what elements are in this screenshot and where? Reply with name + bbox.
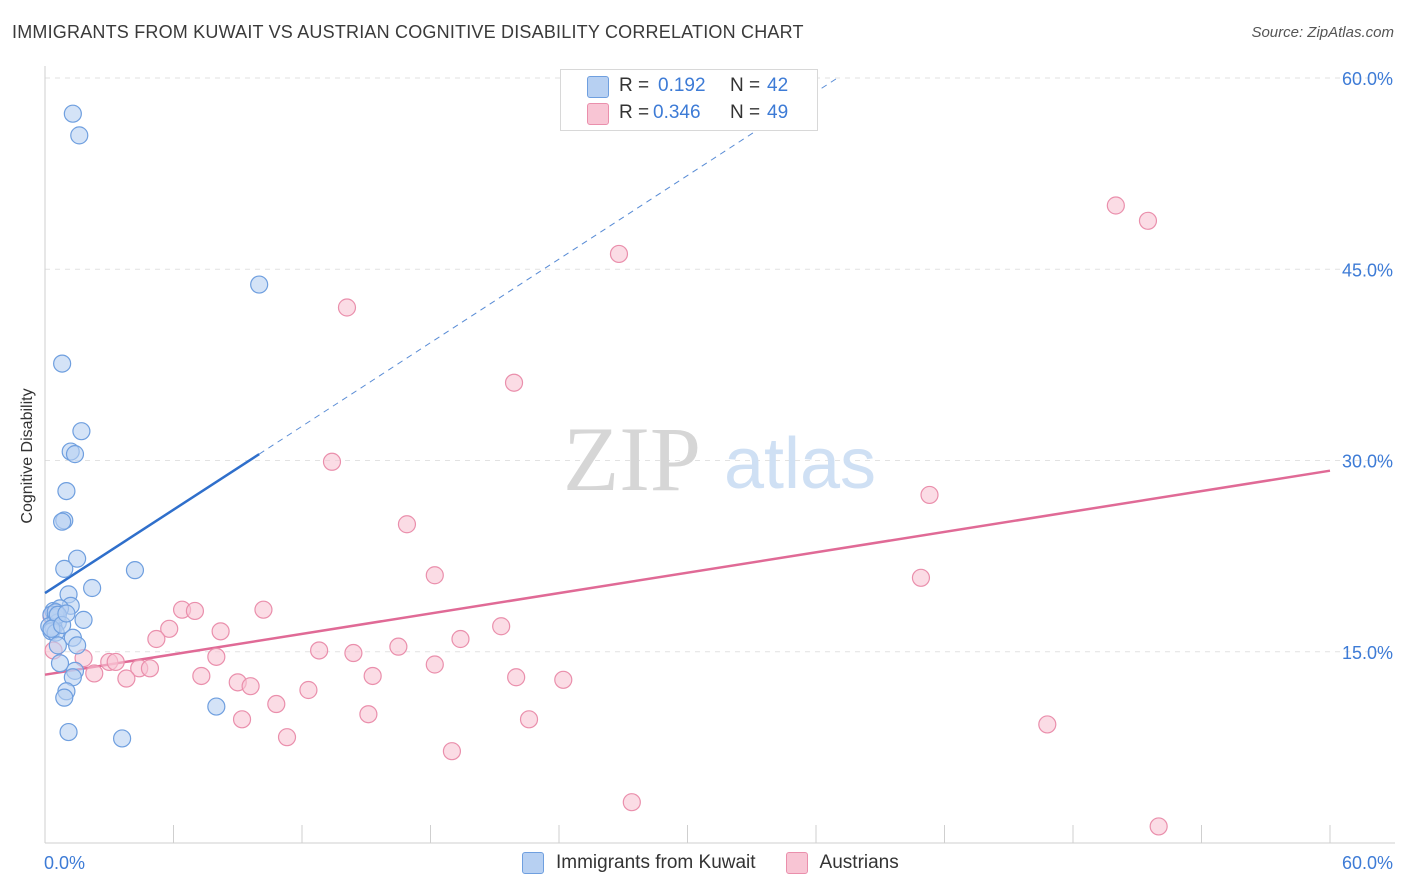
austrian-point — [1138, 211, 1158, 230]
austrian-point — [185, 601, 205, 621]
kuwait-trend-line — [44, 453, 260, 595]
austrian-point — [451, 629, 470, 649]
kuwait-point — [74, 610, 93, 629]
austrian-point — [267, 694, 286, 714]
watermark: ZIP atlas — [563, 408, 876, 510]
austrian-point — [920, 485, 939, 505]
austrian-point — [232, 710, 252, 729]
austrian-point — [322, 452, 342, 471]
austrian-point — [147, 629, 166, 649]
austrian-trend-line — [44, 469, 1331, 676]
stats-r-value-1: 0.192 — [658, 75, 706, 96]
kuwait-point — [63, 104, 82, 123]
trend-lines — [44, 77, 1331, 676]
austrian-point — [425, 566, 444, 585]
bottom-legend: Immigrants from Kuwait Austrians — [522, 852, 899, 874]
austrian-point — [492, 617, 511, 636]
austrian-point — [519, 710, 539, 729]
kuwait-trend-extension — [258, 77, 838, 455]
y-tick-label: 45.0% — [1342, 260, 1393, 280]
austrian-point — [363, 666, 382, 686]
legend-blue-swatch-icon — [522, 852, 544, 874]
austrian-point — [911, 568, 931, 587]
watermark-atlas: atlas — [724, 424, 876, 504]
austrian-point — [207, 647, 226, 666]
grid-lines — [45, 77, 1395, 653]
austrian-point — [299, 680, 318, 700]
legend-label-austrians: Austrians — [819, 852, 899, 873]
stats-r-label-1: R = — [619, 75, 650, 96]
kuwait-point — [50, 654, 70, 673]
kuwait-point — [72, 422, 91, 441]
austrian-point — [254, 600, 273, 619]
source-label: Source: ZipAtlas.com — [1251, 24, 1394, 41]
austrian-point — [425, 655, 444, 674]
austrian-point — [140, 659, 160, 678]
kuwait-point — [68, 549, 87, 568]
austrian-point — [389, 637, 408, 656]
axes — [44, 66, 1395, 844]
kuwait-point — [55, 559, 74, 578]
kuwait-point — [57, 482, 76, 501]
legend-pink-swatch-icon — [785, 852, 808, 874]
kuwait-point — [207, 697, 226, 716]
x-tick-label-max: 60.0% — [1342, 853, 1393, 873]
austrian-point — [397, 515, 417, 534]
austrian-point — [117, 669, 136, 688]
austrian-point — [1149, 817, 1168, 836]
austrian-point — [507, 668, 526, 687]
kuwait-point — [112, 729, 132, 748]
kuwait-point — [250, 275, 269, 294]
austrian-point — [241, 677, 260, 696]
y-tick-label: 30.0% — [1342, 452, 1393, 472]
austrian-point — [1106, 196, 1125, 215]
austrian-point — [622, 793, 641, 812]
kuwait-point — [55, 688, 74, 707]
y-tick-label: 15.0% — [1342, 643, 1393, 663]
austrian-point — [1038, 715, 1057, 734]
austrian-point — [344, 643, 363, 663]
austrian-point — [442, 742, 462, 761]
kuwait-point — [53, 512, 72, 531]
kuwait-point — [125, 561, 145, 580]
austrian-point — [504, 373, 524, 392]
kuwait-point — [70, 126, 89, 145]
data-points — [40, 104, 1168, 836]
kuwait-point — [53, 354, 72, 373]
tick-labels: 15.0% 30.0% 45.0% 60.0% 0.0% 60.0% — [44, 69, 1393, 873]
austrian-point — [310, 641, 329, 660]
y-tick-label: 60.0% — [1342, 69, 1393, 89]
blue-swatch-icon — [587, 76, 609, 98]
austrian-point — [277, 728, 297, 747]
stats-n-value-1: 42 — [767, 75, 789, 96]
austrian-point — [106, 652, 125, 672]
stats-n-value-2: 49 — [767, 102, 789, 123]
kuwait-point — [59, 722, 78, 742]
austrian-point — [554, 670, 573, 689]
watermark-zip: ZIP — [563, 408, 701, 510]
x-tick-label-min: 0.0% — [44, 853, 85, 873]
austrian-point — [211, 622, 230, 641]
kuwait-point — [65, 445, 85, 464]
legend-label-kuwait: Immigrants from Kuwait — [556, 852, 756, 873]
stats-r-value-2: 0.346 — [653, 102, 701, 123]
stats-n-label-2: N = — [730, 102, 761, 123]
kuwait-point — [68, 636, 87, 655]
austrian-point — [160, 619, 179, 638]
kuwait-point — [83, 578, 102, 598]
austrian-point — [192, 666, 211, 686]
pink-swatch-icon — [587, 103, 609, 125]
austrian-point — [609, 244, 629, 264]
austrian-point — [337, 298, 357, 317]
chart-title: IMMIGRANTS FROM KUWAIT VS AUSTRIAN COGNI… — [12, 22, 804, 42]
kuwait-point — [57, 604, 76, 623]
stats-r-label-2: R = — [619, 102, 650, 123]
kuwait-point — [48, 636, 67, 655]
stats-legend: R = 0.192 N = 42 R = 0.346 N = 49 — [560, 69, 818, 131]
stats-n-label-1: N = — [730, 75, 761, 96]
austrian-point — [85, 664, 104, 683]
austrian-point — [359, 705, 378, 724]
